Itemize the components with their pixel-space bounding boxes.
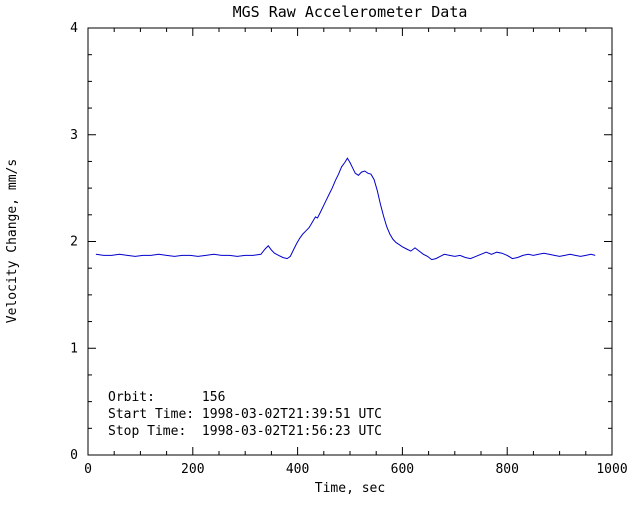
x-tick-label: 800 bbox=[495, 462, 518, 477]
y-tick-label: 0 bbox=[70, 448, 78, 463]
axis-tick-labels: 0 200 400 600 800 1000 0 1 2 3 4 bbox=[70, 21, 627, 477]
axis-ticks bbox=[87, 27, 613, 456]
chart-title: MGS Raw Accelerometer Data bbox=[233, 3, 468, 21]
y-axis-label: Velocity Change, mm/s bbox=[5, 159, 20, 323]
x-tick-label: 200 bbox=[181, 462, 204, 477]
x-tick-label: 600 bbox=[391, 462, 414, 477]
x-axis-label: Time, sec bbox=[315, 481, 385, 496]
x-tick-label: 400 bbox=[286, 462, 309, 477]
x-tick-label: 1000 bbox=[596, 462, 627, 477]
y-tick-label: 2 bbox=[70, 235, 78, 250]
annotation-line: Orbit: 156 bbox=[108, 390, 225, 405]
annotation-line: Stop Time: 1998-03-02T21:56:23 UTC bbox=[108, 424, 382, 439]
data-series-line bbox=[95, 157, 596, 261]
y-tick-label: 4 bbox=[70, 21, 78, 36]
x-tick-label: 0 bbox=[84, 462, 92, 477]
y-tick-label: 3 bbox=[70, 128, 78, 143]
annotation-line: Start Time: 1998-03-02T21:39:51 UTC bbox=[108, 407, 382, 422]
annotation-block: Orbit: 156 Start Time: 1998-03-02T21:39:5… bbox=[108, 390, 382, 439]
y-tick-label: 1 bbox=[70, 341, 78, 356]
